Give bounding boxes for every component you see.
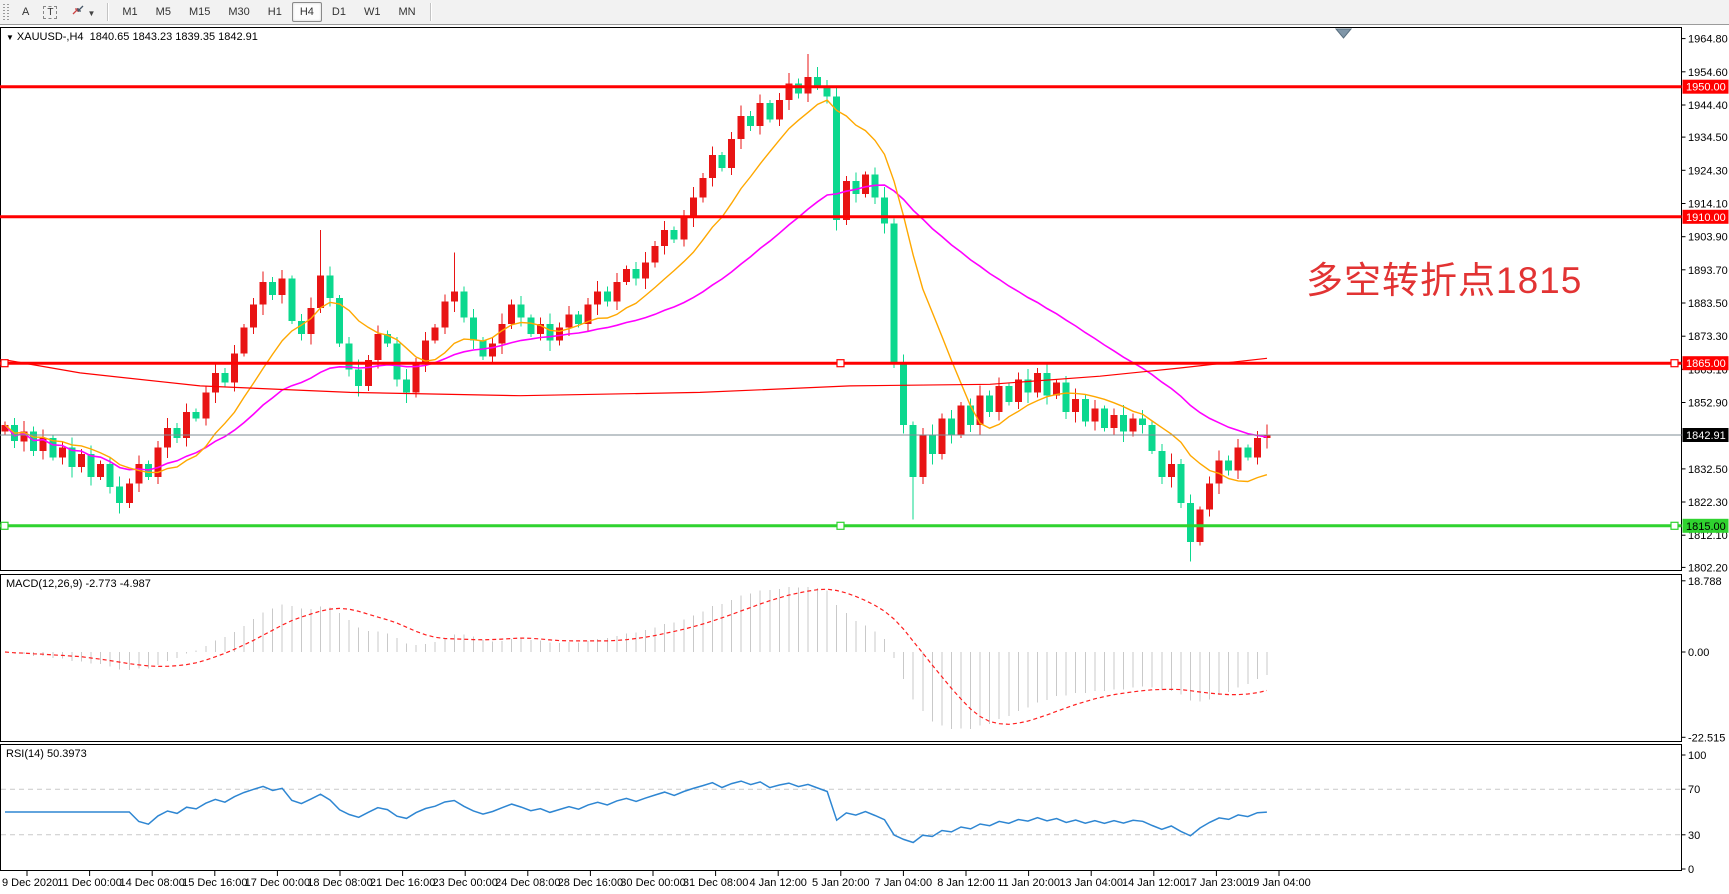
macd-indicator-label: MACD(12,26,9) -2.773 -4.987 [6,578,151,590]
svg-text:1934.50: 1934.50 [1688,132,1728,144]
svg-text:5 Jan 20:00: 5 Jan 20:00 [812,877,870,889]
svg-text:1954.60: 1954.60 [1688,67,1728,79]
toolbar-grip-icon[interactable] [3,4,9,20]
svg-text:1903.90: 1903.90 [1688,232,1728,244]
symbol-ohlc-text: XAUUSD-,H4 1840.65 1843.23 1839.35 1842.… [16,31,258,43]
label-tool-button[interactable]: T [37,2,63,23]
svg-text:30: 30 [1688,830,1700,842]
svg-text:24 Dec 08:00: 24 Dec 08:00 [495,877,560,889]
sr-lines [0,85,1682,530]
text-tool-icon: A [22,6,30,18]
line-handle[interactable] [836,359,845,368]
svg-text:1950.00: 1950.00 [1686,82,1726,94]
macd-histogram [14,586,1268,730]
svg-text:7 Jan 04:00: 7 Jan 04:00 [875,877,933,889]
symbol-ohlc-label: ▼ XAUUSD-,H4 1840.65 1843.23 1839.35 1842… [6,31,258,43]
macd-signal-line [4,588,1268,725]
svg-text:100: 100 [1688,750,1706,762]
tf-button-w1[interactable]: W1 [363,6,381,18]
svg-text:21 Dec 16:00: 21 Dec 16:00 [370,877,435,889]
svg-text:19 Jan 04:00: 19 Jan 04:00 [1247,877,1311,889]
line-handle[interactable] [1670,359,1679,368]
svg-text:1910.00: 1910.00 [1686,212,1726,224]
svg-text:0.00: 0.00 [1688,647,1709,659]
svg-text:9 Dec 2020: 9 Dec 2020 [2,877,58,889]
svg-text:1822.30: 1822.30 [1688,497,1728,509]
svg-text:1832.50: 1832.50 [1688,464,1728,476]
line-handle[interactable] [0,359,9,368]
toolbar: A T ▼ M1 M5 M15 M30 H1 H4 D1 W1 MN [0,0,1729,25]
chevron-down-icon: ▼ [87,9,96,18]
svg-text:1852.90: 1852.90 [1688,398,1728,410]
timeframe-toolbar: M1 M5 M15 M30 H1 H4 D1 W1 MN [113,2,424,22]
svg-text:1893.70: 1893.70 [1688,265,1728,277]
arrows-tool-button[interactable]: ▼ [65,0,101,24]
ma-red-line [4,357,1268,397]
svg-text:13 Jan 04:00: 13 Jan 04:00 [1059,877,1123,889]
svg-text:11 Dec 00:00: 11 Dec 00:00 [57,877,122,889]
svg-text:18.788: 18.788 [1688,576,1722,588]
svg-text:14 Jan 12:00: 14 Jan 12:00 [1122,877,1186,889]
chart-shift-marker[interactable] [1334,28,1353,39]
tf-button-mn[interactable]: MN [398,6,416,18]
svg-text:1964.80: 1964.80 [1688,34,1728,46]
tf-button-m30[interactable]: M30 [228,6,250,18]
svg-text:70: 70 [1688,784,1700,796]
line-handle[interactable] [0,521,9,530]
panel-frames [0,27,1682,871]
svg-text:31 Dec 08:00: 31 Dec 08:00 [683,877,748,889]
rsi-indicator-label: RSI(14) 50.3973 [6,748,87,760]
svg-text:1865.00: 1865.00 [1686,358,1726,370]
annotation-text[interactable]: 多空转折点1815 [1306,260,1583,301]
svg-text:18 Dec 08:00: 18 Dec 08:00 [307,877,372,889]
svg-text:8 Jan 12:00: 8 Jan 12:00 [937,877,995,889]
ma-magenta-line [4,184,1268,471]
svg-text:1873.30: 1873.30 [1688,331,1728,343]
text-tool-button[interactable]: A [16,2,35,22]
svg-text:-22.515: -22.515 [1688,732,1725,744]
svg-text:1924.30: 1924.30 [1688,165,1728,177]
svg-text:17 Jan 23:00: 17 Jan 23:00 [1185,877,1249,889]
line-handle[interactable] [836,521,845,530]
svg-text:30 Dec 00:00: 30 Dec 00:00 [620,877,685,889]
candlesticks [1,54,1271,562]
line-handle[interactable] [1670,521,1679,530]
svg-text:1802.20: 1802.20 [1688,562,1728,574]
tf-button-d1[interactable]: D1 [331,6,346,18]
rsi-level-lines [1,788,1682,836]
tf-button-m15[interactable]: M15 [188,6,211,18]
toolbar-separator [107,3,109,21]
svg-text:1944.40: 1944.40 [1688,100,1728,112]
ma-orange-line [4,99,1268,483]
price-axis[interactable]: 1964.80 1954.60 1944.40 1934.50 1924.30 1914.… [1681,34,1729,876]
svg-text:23 Dec 00:00: 23 Dec 00:00 [432,877,497,889]
toolbar-separator [429,3,431,21]
svg-text:1883.50: 1883.50 [1688,298,1728,310]
svg-text:11 Jan 20:00: 11 Jan 20:00 [997,877,1060,889]
svg-text:0: 0 [1688,864,1694,876]
svg-text:1914.10: 1914.10 [1688,199,1728,211]
svg-text:1815.00: 1815.00 [1686,521,1726,533]
svg-text:14 Dec 08:00: 14 Dec 08:00 [119,877,184,889]
label-tool-icon: T [43,5,58,19]
tf-button-h1[interactable]: H1 [267,6,282,18]
svg-text:1812.10: 1812.10 [1688,530,1728,542]
svg-text:28 Dec 16:00: 28 Dec 16:00 [558,877,623,889]
rsi-line [5,780,1267,844]
tf-button-m1[interactable]: M1 [122,6,138,18]
tf-button-m5[interactable]: M5 [155,6,171,18]
svg-text:4 Jan 12:00: 4 Jan 12:00 [749,877,807,889]
tf-button-h4[interactable]: H4 [291,2,322,22]
svg-text:17 Dec 00:00: 17 Dec 00:00 [245,877,310,889]
svg-text:1842.91: 1842.91 [1686,430,1726,442]
symbol-marker-icon: ▼ [6,33,14,42]
svg-text:15 Dec 16:00: 15 Dec 16:00 [182,877,247,889]
arrows-icon [72,5,84,15]
